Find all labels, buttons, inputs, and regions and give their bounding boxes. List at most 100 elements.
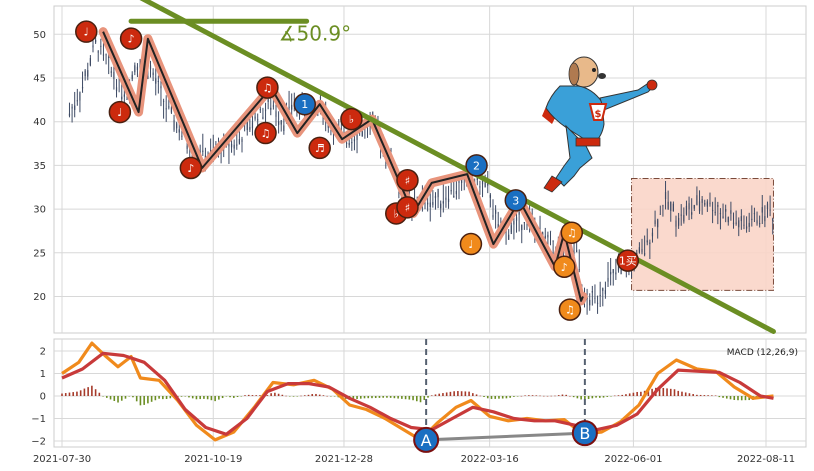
candle-body — [657, 218, 659, 228]
candle-body — [617, 265, 620, 271]
candle-body — [267, 99, 269, 102]
candle-body — [445, 197, 447, 200]
candle-body — [691, 212, 693, 215]
histogram-bar — [711, 395, 713, 396]
wave-marker-label: ♪ — [128, 33, 135, 46]
histogram-bar — [453, 391, 455, 396]
histogram-bar — [117, 396, 119, 403]
histogram-bar — [218, 396, 220, 400]
candle-body — [610, 271, 612, 275]
candle-body — [602, 288, 604, 291]
histogram-bar — [576, 396, 579, 399]
candle-body — [612, 269, 614, 274]
wave-marker-label: ♬ — [315, 142, 325, 155]
histogram-bar — [602, 396, 605, 398]
histogram-bar — [617, 395, 620, 396]
candle-body — [709, 202, 711, 205]
histogram-bar — [83, 388, 86, 396]
candle-body — [84, 70, 86, 77]
histogram-bar — [479, 395, 482, 397]
histogram-bar — [483, 396, 485, 398]
wave-marker-label: 2 — [473, 159, 480, 172]
histogram-bar — [733, 396, 736, 400]
candle-body — [233, 144, 235, 149]
candle-body — [97, 51, 99, 53]
candle-body — [178, 129, 180, 133]
candle-body — [670, 201, 672, 211]
x-tick-label: 2022-03-16 — [461, 454, 519, 465]
histogram-bar — [486, 396, 489, 399]
candle-body — [604, 290, 607, 295]
candle-body — [487, 182, 489, 186]
histogram-bar — [169, 396, 172, 399]
wave-marker-circle — [558, 298, 582, 321]
candle-body — [732, 222, 735, 225]
histogram-bar — [389, 396, 392, 398]
candle-body — [89, 58, 91, 66]
candle-body — [92, 45, 94, 48]
candle-body — [345, 142, 348, 144]
candle-body — [549, 230, 552, 232]
candle-body — [429, 202, 431, 207]
histogram-bar — [595, 396, 597, 398]
candle-body — [246, 120, 248, 131]
candle-body — [680, 214, 682, 216]
candle-body — [696, 195, 698, 206]
histogram-bar — [180, 396, 183, 397]
histogram-bar — [143, 396, 145, 405]
histogram-bar — [139, 396, 142, 406]
histogram-bar — [236, 396, 239, 398]
candle-body — [620, 266, 622, 275]
histogram-bar — [371, 396, 373, 399]
candle-body — [348, 142, 350, 146]
candle-body — [544, 235, 546, 238]
price-y-tick-label: 20 — [33, 292, 46, 303]
candle-body — [523, 222, 525, 224]
wave-marker-circle — [553, 255, 576, 279]
histogram-bar — [647, 389, 650, 396]
candle-body — [136, 66, 139, 71]
hero-boot — [543, 175, 563, 193]
candle-body — [105, 54, 107, 56]
candle-body — [706, 201, 708, 207]
wave-marker-circle — [119, 27, 143, 50]
candle-body — [654, 220, 656, 225]
wave-markers: ♩ ♩ ♪ ♪ ♫ ♫ 1 ♬ ♭ ♭ ♯ ♯ 2 ♩ 3 ♪ ♫ ♫ 1买 — [75, 20, 640, 321]
histogram-bar — [158, 396, 160, 399]
histogram-bar — [688, 393, 691, 396]
histogram-bar — [87, 387, 89, 396]
candle-body — [693, 204, 695, 209]
candle-body — [748, 222, 750, 227]
candle-body — [356, 134, 358, 140]
histogram-bar — [162, 396, 164, 400]
candle-body — [492, 214, 494, 218]
histogram-bar — [281, 394, 284, 396]
candle-body — [615, 272, 617, 275]
candle-body — [659, 213, 661, 215]
candle-body — [743, 224, 745, 226]
histogram-bar — [531, 395, 534, 396]
candle-body — [589, 299, 591, 306]
histogram-bar — [632, 392, 635, 396]
candle-body — [518, 211, 520, 215]
divergence-marker — [571, 420, 598, 447]
candle-body — [688, 203, 690, 210]
candle-body — [678, 217, 680, 226]
histogram-bar — [513, 396, 515, 397]
candle-body — [236, 144, 238, 146]
candle-body — [476, 177, 478, 181]
candle-body — [257, 119, 259, 121]
candle-body — [599, 294, 601, 296]
candle-body — [115, 87, 118, 91]
histogram-bar — [475, 394, 478, 396]
histogram-bar — [625, 394, 627, 396]
candle-body — [291, 104, 293, 110]
candle-body — [735, 222, 737, 224]
histogram-bar — [729, 396, 732, 400]
histogram-bar — [300, 395, 302, 397]
candle-body — [481, 179, 484, 185]
histogram-bar — [165, 396, 168, 399]
histogram-bar — [554, 395, 556, 397]
